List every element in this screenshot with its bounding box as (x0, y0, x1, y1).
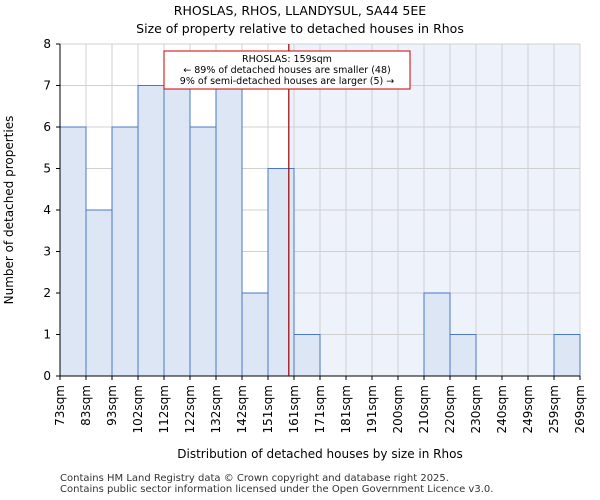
x-tick-label: 230sqm (469, 385, 483, 433)
x-tick-label: 181sqm (339, 385, 353, 433)
bar (241, 292, 269, 377)
x-tick-label: 102sqm (131, 385, 145, 433)
x-tick-label: 151sqm (261, 385, 275, 433)
chart-subtitle: Size of property relative to detached ho… (136, 21, 464, 36)
x-tick-label: 191sqm (365, 385, 379, 433)
x-tick-label: 142sqm (235, 385, 249, 433)
bar (59, 126, 87, 377)
x-tick-label: 200sqm (391, 385, 405, 433)
x-axis-label: Distribution of detached houses by size … (177, 447, 462, 461)
x-tick-label: 161sqm (287, 385, 301, 433)
title-block: RHOSLAS, RHOS, LLANDYSUL, SA44 5EE Size … (0, 2, 600, 38)
y-tick-label: 5 (43, 162, 51, 176)
x-tick-label: 220sqm (443, 385, 457, 433)
x-tick-label: 122sqm (183, 385, 197, 433)
y-tick-label: 6 (43, 120, 51, 134)
y-tick-label: 7 (43, 79, 51, 93)
x-tick-label: 259sqm (547, 385, 561, 433)
x-tick-label: 112sqm (157, 385, 171, 433)
bar (215, 85, 243, 377)
y-tick-label: 4 (43, 203, 51, 217)
bar (85, 209, 113, 377)
x-tick-label: 73sqm (53, 385, 67, 426)
chart-title: RHOSLAS, RHOS, LLANDYSUL, SA44 5EE (173, 3, 427, 18)
x-tick-label: 240sqm (495, 385, 509, 433)
x-tick-label: 93sqm (105, 385, 119, 426)
bar (423, 292, 451, 377)
y-tick-label: 0 (43, 369, 51, 383)
bar (267, 168, 295, 377)
annotation-line-1: RHOSLAS: 159sqm (242, 54, 332, 65)
bar (449, 334, 477, 377)
annotation-box (163, 50, 411, 90)
footer-line-2: Contains public sector information licen… (60, 484, 494, 495)
x-tick-label: 171sqm (313, 385, 327, 433)
x-tick-label: 83sqm (79, 385, 93, 426)
bar (189, 126, 217, 377)
annotation-line-2: ← 89% of detached houses are smaller (48… (183, 65, 390, 76)
bar (293, 334, 321, 377)
x-tick-label: 132sqm (209, 385, 223, 433)
annotation-line-3: 9% of semi-detached houses are larger (5… (180, 76, 394, 87)
x-tick-label: 210sqm (417, 385, 431, 433)
y-axis-label: Number of detached properties (2, 116, 16, 305)
y-tick-label: 8 (43, 37, 51, 51)
y-tick-label: 1 (43, 328, 51, 342)
y-tick-label: 2 (43, 286, 51, 300)
y-tick-label: 3 (43, 245, 51, 259)
footer-line-1: Contains HM Land Registry data © Crown c… (60, 473, 449, 484)
footer: Contains HM Land Registry data © Crown c… (60, 473, 493, 495)
bar-chart: 0 1 2 3 4 5 6 7 8 73sqm 83sqm 93sqm 102sqm 112sqm 122s… (2, 37, 587, 461)
bar (553, 334, 581, 377)
bar (163, 85, 191, 377)
x-tick-label: 249sqm (521, 385, 535, 433)
x-tick-label: 269sqm (573, 385, 587, 433)
bar (137, 85, 165, 377)
bar (111, 126, 139, 377)
